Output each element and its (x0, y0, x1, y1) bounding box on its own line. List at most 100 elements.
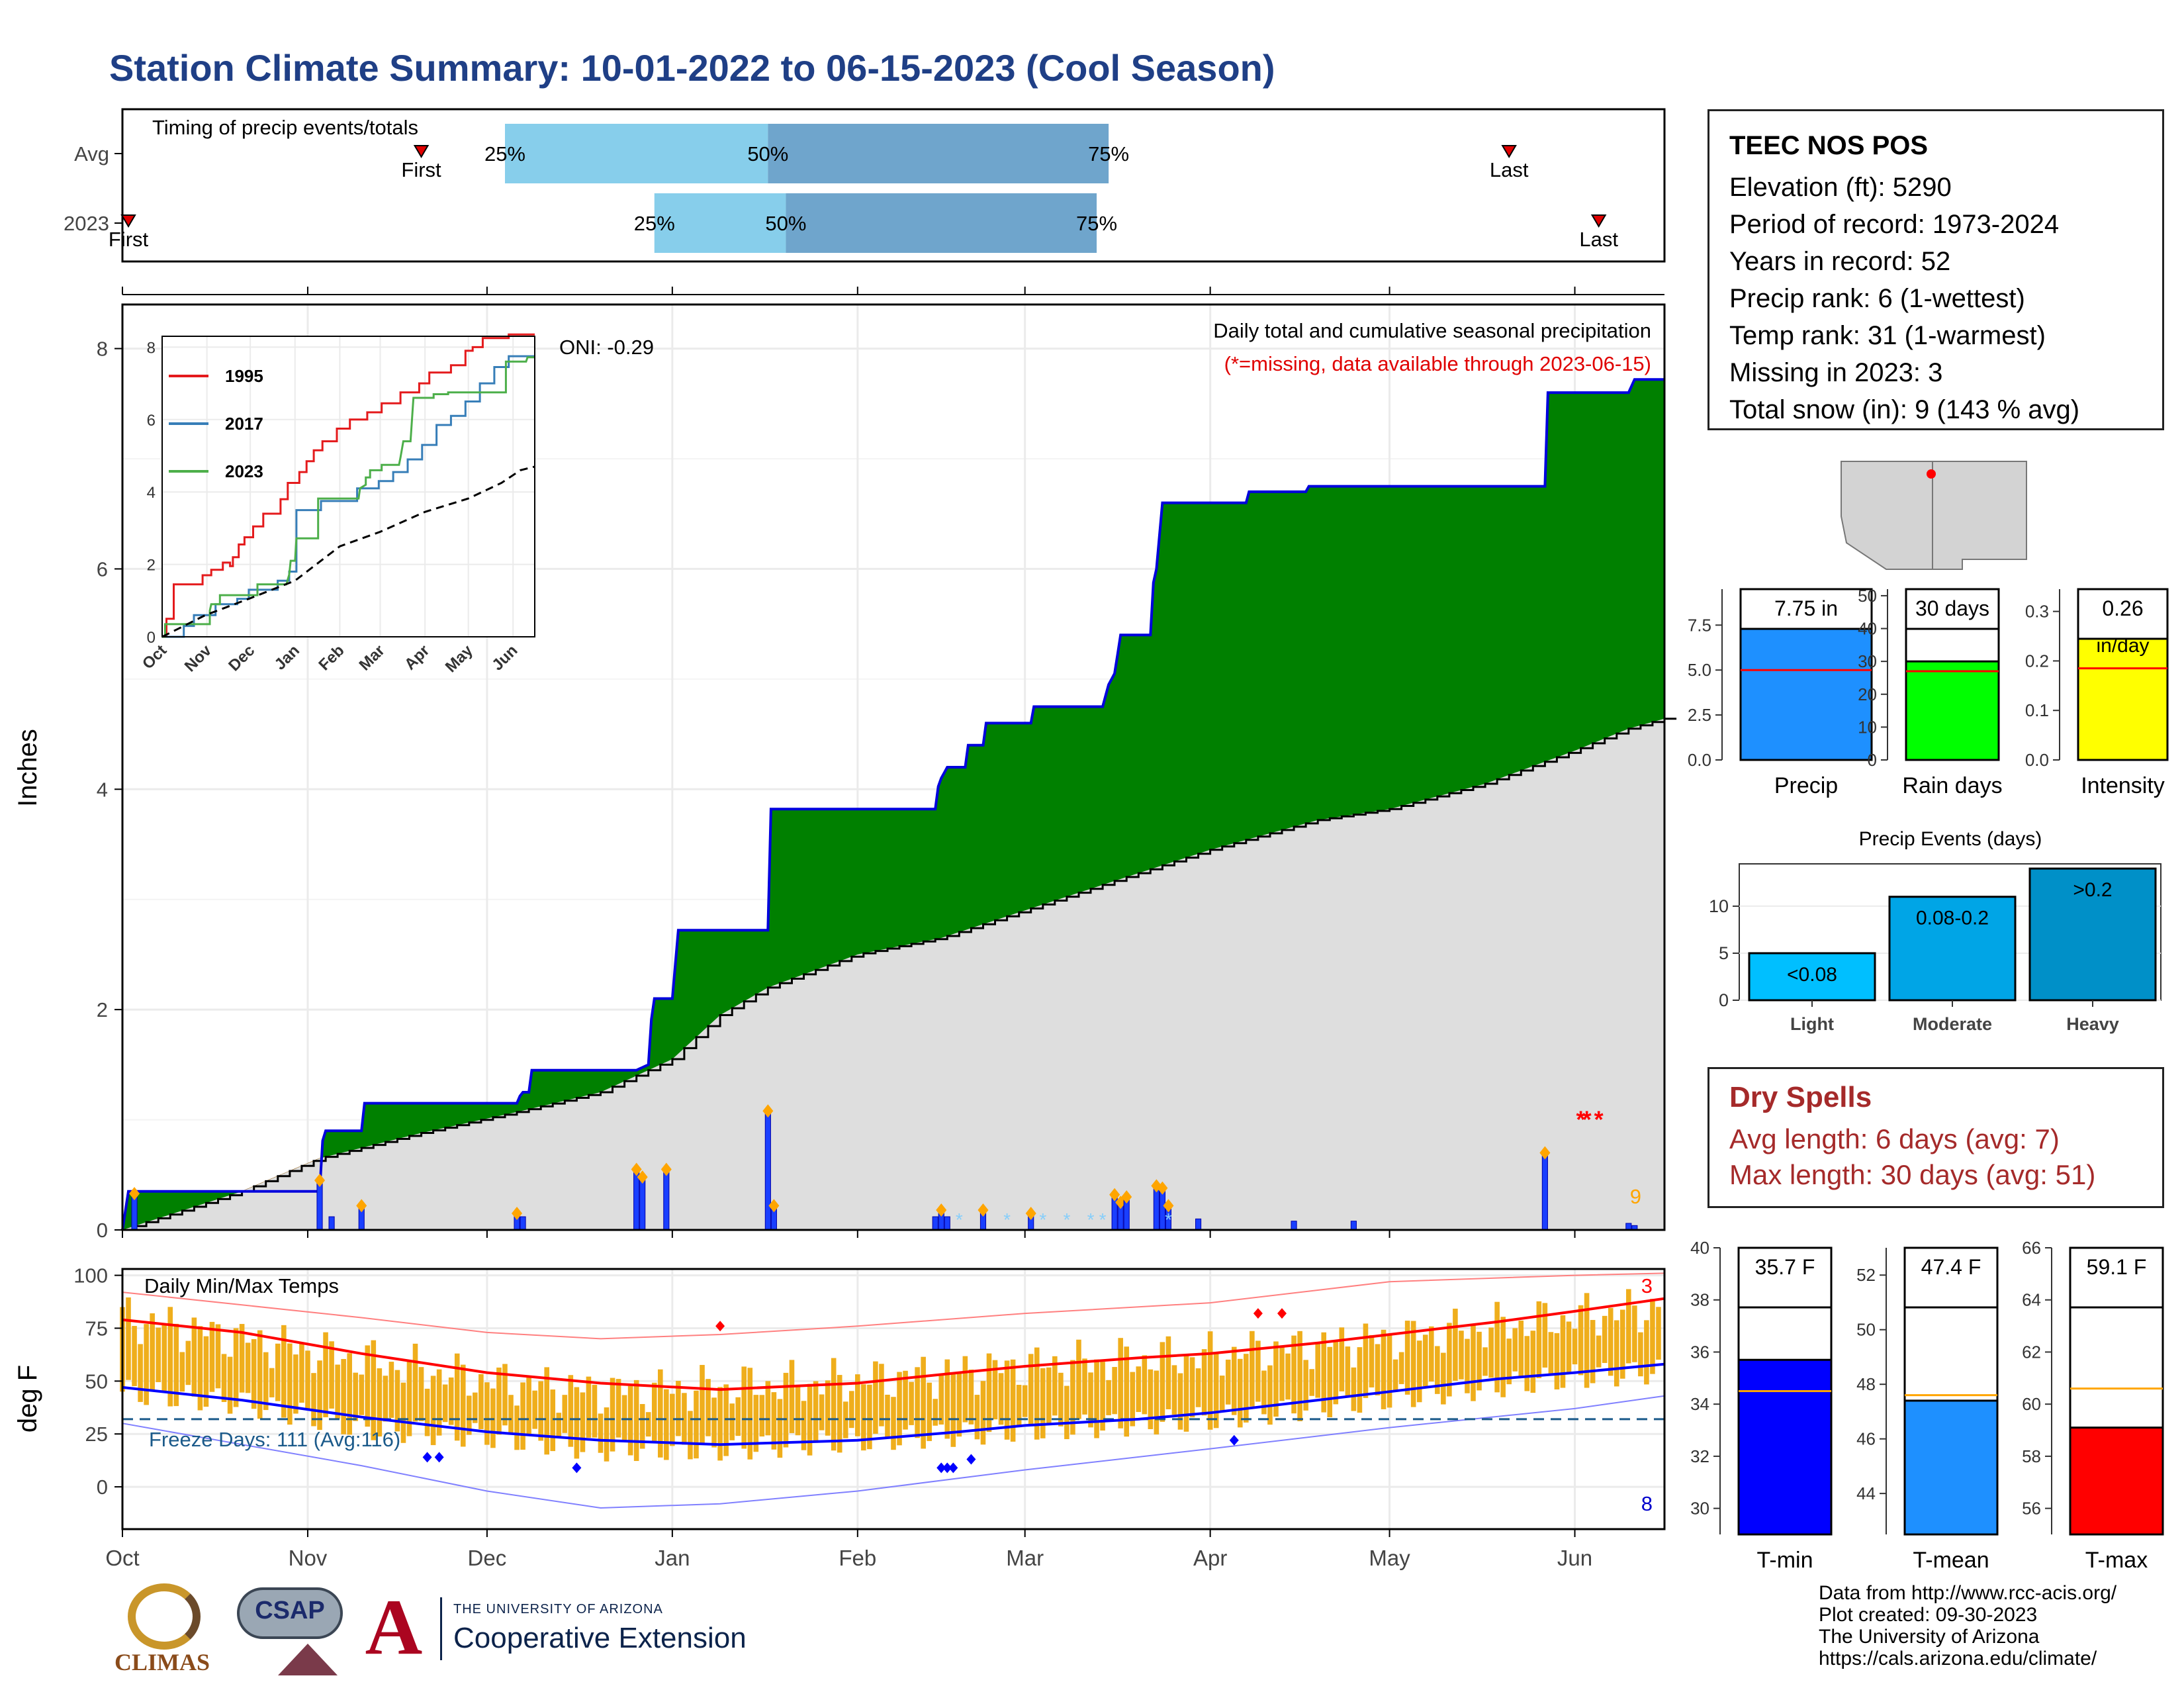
large-event-marker (768, 1199, 780, 1213)
record-low-line (122, 1395, 1665, 1509)
average-cumulative-line (122, 718, 1677, 1231)
daily-temp-bar (1088, 1372, 1093, 1428)
daily-temp-bar (670, 1393, 675, 1446)
intensity-unit-label: in/day (2096, 635, 2149, 657)
y-tick-label: 8 (97, 338, 108, 361)
snow-marker: * (1165, 1209, 1172, 1230)
credits: Data from http://www.rcc-acis.org/ Plot … (1819, 1582, 2116, 1669)
intensity-y-tick-label: 0.1 (2025, 700, 2049, 720)
t-min-title: T-min (1757, 1548, 1813, 1573)
record-low-marker (948, 1462, 958, 1474)
dry-spells-heading: Dry Spells (1729, 1081, 1872, 1113)
daily-temp-bar (299, 1342, 304, 1403)
daily-temp-bar (1052, 1356, 1058, 1416)
last-event-marker (1590, 214, 1607, 228)
daily-temp-bar (657, 1369, 663, 1458)
rain-days-title: Rain days (1902, 773, 2002, 798)
daily-temp-bar (293, 1354, 298, 1414)
daily-temp-bar (550, 1389, 556, 1452)
daily-temp-bar (562, 1395, 568, 1433)
intensity-value-box (2077, 588, 2169, 640)
temp-x-tick-label: Mar (1006, 1546, 1044, 1570)
daily-temp-bar (1094, 1359, 1099, 1438)
daily-temp-bar (735, 1397, 741, 1436)
last-label: Last (1490, 158, 1529, 181)
t-min-y-tick-label: 40 (1690, 1238, 1709, 1258)
daily-temp-bar (1536, 1301, 1542, 1378)
daily-temp-bar (980, 1381, 986, 1445)
rain-days-y-tick-label: 30 (1858, 651, 1877, 671)
daily-temp-bar (1584, 1293, 1590, 1388)
daily-temp-bar (1494, 1301, 1500, 1393)
large-event-marker (1109, 1188, 1120, 1201)
inset-series-line (162, 333, 535, 638)
daily-temp-bar (251, 1338, 257, 1409)
rain-days-y-tick-label: 20 (1858, 684, 1877, 704)
daily-temp-bar (903, 1370, 908, 1430)
snow-total-label: 9 (1630, 1185, 1641, 1208)
daily-temp-bar (412, 1343, 418, 1422)
rain-days-value-box (1905, 588, 2000, 630)
station-name: TEEC NOS POS (1729, 131, 1929, 160)
q25-label: 25% (484, 142, 525, 165)
t-max-y-tick-label: 64 (2022, 1290, 2041, 1310)
daily-temp-bar (1082, 1358, 1087, 1415)
daily-temp-bar (639, 1404, 645, 1449)
daily-temp-bar (813, 1381, 819, 1443)
temp-y-tick-label: 25 (85, 1423, 108, 1446)
daily-temp-bar (1064, 1385, 1069, 1440)
station-years: Years in record: 52 (1729, 247, 1951, 276)
daily-temp-bar (927, 1382, 932, 1441)
daily-temp-bar (1183, 1355, 1189, 1432)
climas-logo-text: CLIMAS (114, 1649, 210, 1675)
new-mexico-shape (1932, 461, 2027, 570)
daily-temp-bar (700, 1364, 705, 1444)
daily-temp-bar (1207, 1331, 1213, 1430)
daily-temp-bar (694, 1390, 699, 1459)
temp-y-tick-label: 50 (85, 1370, 108, 1393)
daily-temp-bar (329, 1341, 334, 1409)
timeline-row-label: 2023 (64, 212, 109, 235)
daily-temp-bar (532, 1390, 537, 1429)
daily-precip-bar (663, 1168, 670, 1231)
daily-temp-bar (1548, 1332, 1554, 1376)
t-min-y-tick-label: 30 (1690, 1499, 1709, 1519)
daily-temp-bar (132, 1326, 137, 1387)
daily-temp-bar (1225, 1359, 1231, 1405)
daily-temp-bar (1590, 1320, 1596, 1383)
daily-temp-bar (221, 1354, 227, 1402)
daily-temp-bar (1022, 1385, 1028, 1417)
daily-temp-bar (203, 1336, 209, 1407)
timeline-row-label: Avg (74, 142, 109, 165)
t-min-y-tick-label: 32 (1690, 1446, 1709, 1466)
daily-temp-bar (1416, 1340, 1422, 1403)
daily-temp-bar (1148, 1369, 1154, 1429)
large-event-marker (1025, 1207, 1036, 1221)
daily-temp-bar (1154, 1370, 1160, 1434)
daily-temp-bar (1112, 1367, 1117, 1415)
daily-temp-bar (1488, 1327, 1494, 1378)
daily-precip-bar (639, 1176, 646, 1231)
record-high-marker (1277, 1308, 1287, 1319)
temp-panel-title: Daily Min/Max Temps (144, 1274, 339, 1297)
first-label: First (109, 228, 149, 251)
daily-temp-bar (801, 1401, 807, 1450)
daily-temp-bar (287, 1343, 293, 1425)
precip-panel-title: Daily total and cumulative seasonal prec… (1213, 319, 1651, 342)
daily-temp-bar (1291, 1335, 1297, 1414)
daily-temp-bar (1076, 1339, 1081, 1419)
daily-temp-bar (1512, 1328, 1518, 1372)
daily-temp-bar (1530, 1331, 1536, 1393)
daily-temp-bar (1273, 1341, 1279, 1417)
precip-y-axis-label: Inches (13, 729, 42, 807)
daily-temp-bar (1028, 1354, 1034, 1426)
oni-label: ONI: -0.29 (559, 336, 654, 359)
daily-temp-bar (323, 1332, 328, 1417)
daily-temp-bar (1165, 1336, 1171, 1409)
t-max-title: T-max (2085, 1548, 2148, 1573)
daily-temp-bar (502, 1364, 508, 1426)
daily-temp-bar (717, 1387, 723, 1461)
daily-temp-bar (909, 1382, 914, 1425)
daily-temp-bar (1638, 1332, 1643, 1377)
snow-marker: * (1099, 1209, 1107, 1230)
